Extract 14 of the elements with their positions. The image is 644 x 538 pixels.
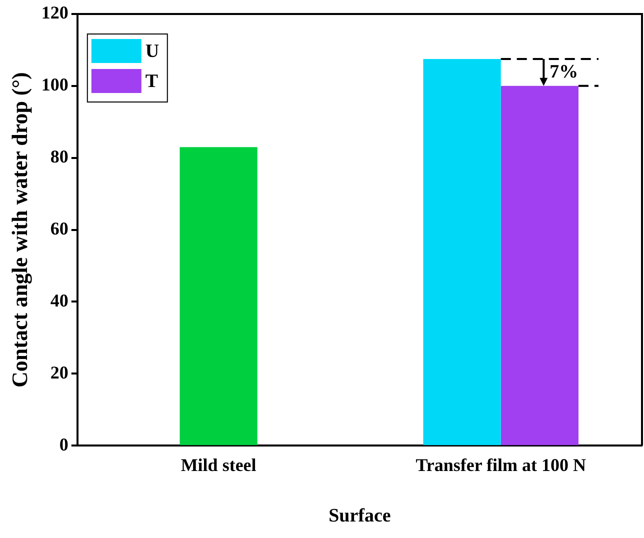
y-tick-label: 120 — [41, 2, 68, 23]
y-tick-label: 80 — [50, 146, 68, 167]
y-tick-label: 40 — [50, 290, 68, 310]
y-tick-label: 100 — [41, 74, 68, 95]
y-axis-title: Contact angle with water drop (°) — [6, 72, 32, 388]
x-axis-title: Surface — [328, 506, 391, 527]
y-tick-label: 20 — [50, 362, 68, 382]
legend-label: T — [145, 70, 158, 92]
annotation: 7% — [550, 61, 578, 82]
legend-label: U — [145, 40, 160, 62]
x-tick-label: Mild steel — [180, 455, 256, 476]
x-tick-label: Transfer film at 100 N — [416, 455, 586, 476]
y-tick-label: 0 — [59, 434, 68, 454]
y-tick-label: 60 — [50, 218, 68, 238]
